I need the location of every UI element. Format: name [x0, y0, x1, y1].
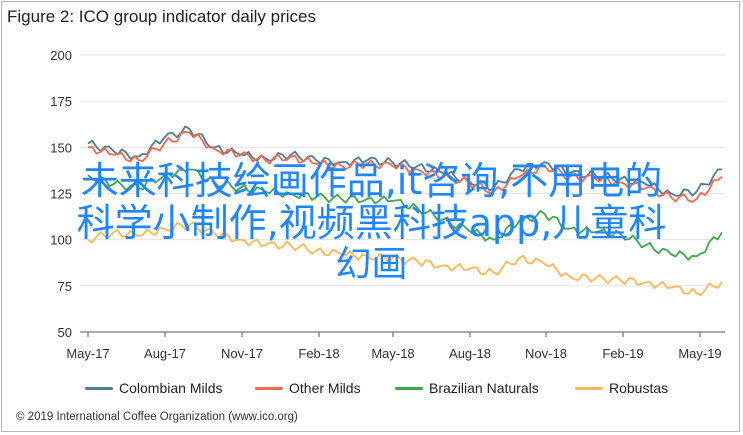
grid-lines [80, 54, 725, 287]
x-tick-label: Feb-19 [602, 346, 643, 361]
legend-item-robustas: Robustas [575, 380, 668, 396]
legend-swatch [395, 386, 423, 390]
series-line-robustas [87, 221, 723, 297]
x-tick-label: May-19 [678, 346, 721, 361]
legend-label: Other Milds [289, 380, 361, 396]
y-tick-label: 75 [58, 279, 72, 294]
series-line-brazilian-naturals [87, 166, 723, 261]
copyright-footer: © 2019 International Coffee Organization… [16, 411, 298, 423]
x-tick-label: May-18 [371, 346, 414, 361]
chart-title: Figure 2: ICO group indicator daily pric… [7, 7, 316, 26]
legend-item-other-milds: Other Milds [255, 380, 361, 396]
x-tick-label: Feb-18 [298, 346, 339, 361]
series-line-other-milds [87, 130, 723, 203]
x-tick-labels: May-17 Aug-17 Nov-17 Feb-18 May-18 Aug-18 Nov-… [66, 346, 721, 361]
y-tick-label: 150 [50, 140, 72, 155]
legend-item-brazilian-naturals: Brazilian Naturals [395, 380, 539, 396]
legend: Colombian Milds Other Milds Brazilian Na… [85, 380, 705, 400]
legend-label: Brazilian Naturals [429, 380, 539, 396]
legend-label: Robustas [609, 380, 669, 396]
x-tick-label: Aug-17 [144, 346, 186, 361]
legend-item-colombian-milds: Colombian Milds [85, 380, 222, 396]
x-tick-label: Aug-18 [449, 346, 491, 361]
y-tick-label: 50 [58, 325, 72, 340]
y-tick-label: 175 [50, 94, 72, 109]
x-tick-label: May-17 [66, 346, 109, 361]
y-tick-labels: 50 75 100 125 150 175 200 [50, 48, 72, 340]
x-axis [80, 331, 725, 337]
y-tick-label: 200 [50, 48, 72, 63]
x-tick-label: Nov-17 [221, 346, 263, 361]
legend-label: Colombian Milds [119, 380, 223, 396]
y-tick-label: 125 [50, 187, 72, 202]
series-lines [87, 125, 723, 297]
legend-swatch [575, 386, 603, 390]
y-tick-label: 100 [50, 233, 72, 248]
legend-swatch [85, 386, 113, 390]
x-tick-label: Nov-18 [525, 346, 567, 361]
legend-swatch [255, 386, 283, 390]
